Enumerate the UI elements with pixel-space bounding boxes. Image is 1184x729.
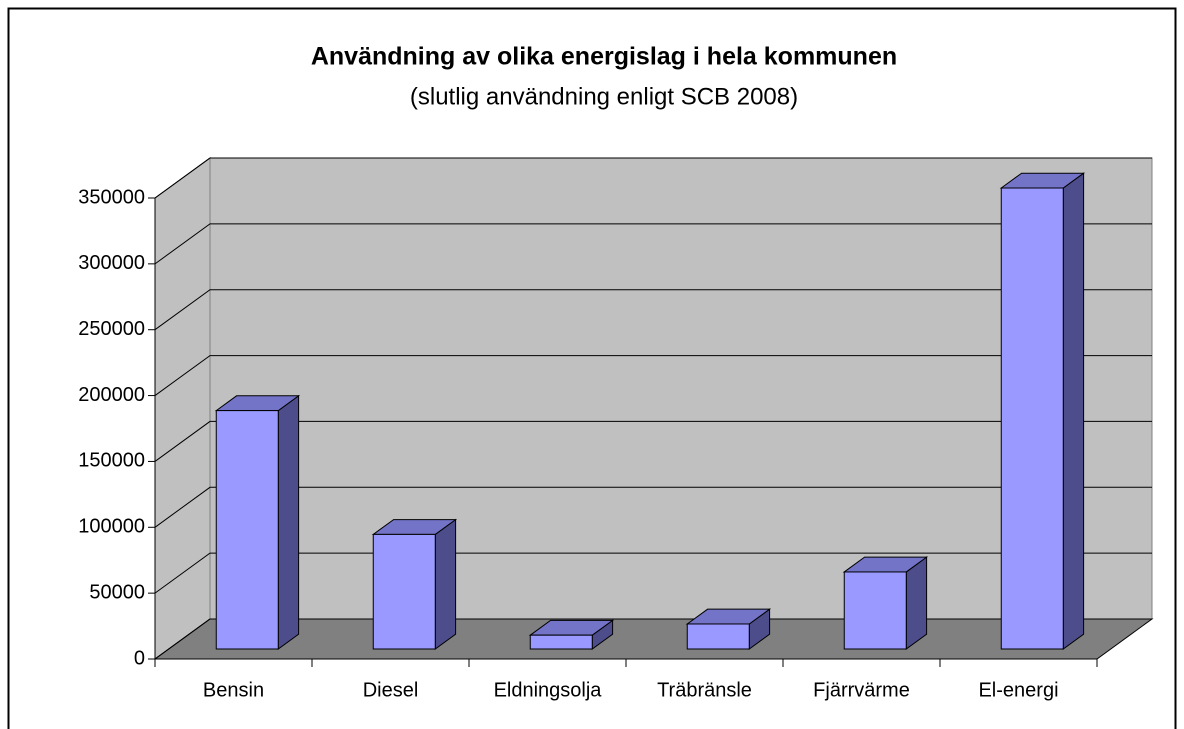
chart-subtitle: (slutlig användning enligt SCB 2008) [410,83,798,110]
grid-line [154,289,1152,331]
bar [1000,187,1064,650]
y-tick-label: 150000 [78,450,145,472]
x-tick-label: Diesel [363,679,419,701]
bar [215,410,279,650]
chart-title: Användning av olika energislag i hela ko… [311,43,897,71]
grid-line [154,420,1152,462]
x-tick-label: Träbränsle [657,679,752,701]
bar-side [905,556,928,650]
y-tick-label: 0 [134,647,145,669]
grid-line [154,486,1152,528]
x-tick-label: Bensin [203,679,264,701]
bar [686,623,750,650]
bar [529,634,593,650]
grid-line [154,157,1152,199]
chart-border [7,7,1177,729]
y-tick-label: 50000 [89,581,145,603]
bar-side [1062,172,1085,650]
y-tick-label: 200000 [78,384,145,406]
grid-line [154,552,1152,594]
bar [372,533,436,650]
x-tick-label: El-energi [978,679,1058,701]
grid-line [154,223,1152,265]
x-tick-label: Fjärrvärme [813,679,910,701]
y-tick-label: 250000 [78,318,145,340]
bar-side [434,518,457,650]
y-tick-label: 350000 [78,186,145,208]
y-tick-label: 100000 [78,516,145,538]
bar [843,571,907,650]
grid-line [154,355,1152,396]
x-tick-label: Eldningsolja [494,679,603,701]
y-tick-label: 300000 [78,252,145,274]
side-wall [154,157,211,660]
bar-side [277,394,300,650]
grid-line [154,618,1152,660]
